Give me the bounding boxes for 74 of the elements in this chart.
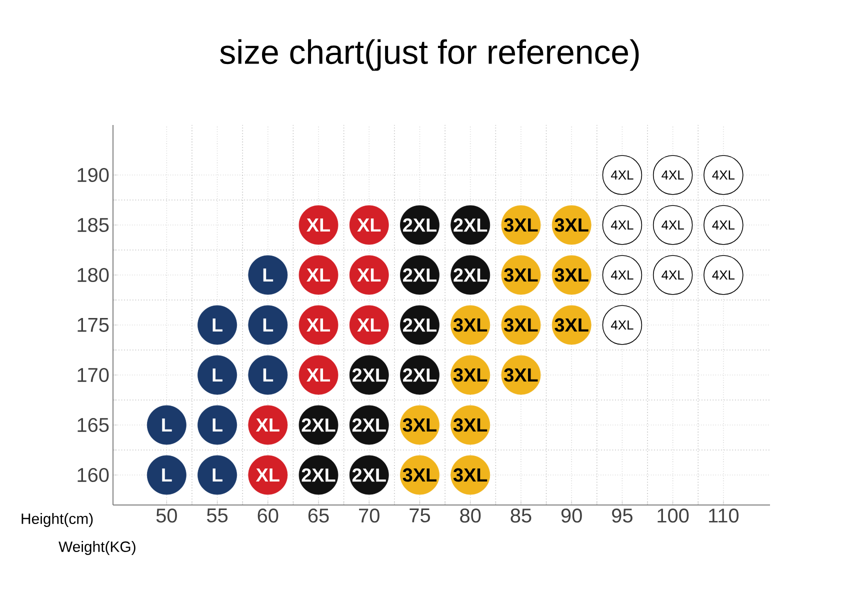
x-tick-label: 55 [206,508,228,522]
annotation: 2XL [454,268,488,282]
annotation: 3XL [554,268,588,282]
annotation: 2XL [403,268,436,282]
annotation: XL [357,268,381,282]
y-tick-label: 180 [78,268,109,282]
annotation: L [162,468,172,482]
annotation: L [263,368,274,382]
x-tick-label: 50 [156,508,177,523]
annotation: 3XL [504,268,538,282]
annotation: 4XL [712,220,735,230]
annotation: XL [306,318,330,332]
x-tick-label: 110 [709,508,739,523]
annotation: 2XL [352,468,386,482]
annotation: XL [256,468,280,482]
annotation: 4XL [610,220,634,230]
annotation: XL [256,418,280,432]
annotation: 2XL [403,318,436,332]
y-tick-label: 170 [78,368,109,382]
x-tick-label: 60 [258,508,278,523]
annotation: 4XL [662,170,684,180]
annotation: XL [357,218,381,232]
annotation: 2XL [302,418,336,432]
y-tick-label: 185 [78,218,109,232]
annotation: 4XL [610,320,634,330]
annotation: 2XL [403,368,436,382]
annotation: 3XL [453,418,488,432]
annotation: 4XL [662,270,684,280]
y-tick-label: 175 [78,318,109,332]
annotation: 2XL [352,368,386,382]
x-tick-label: 100 [658,508,689,523]
annotation: XL [306,218,330,232]
x-tick-label: 75 [410,508,430,522]
annotation: 3XL [453,468,488,482]
y-tick-label: 160 [78,468,109,482]
x-tick-label: 65 [308,508,329,523]
annotation: 3XL [402,418,436,432]
y-tick-label: 190 [78,168,109,182]
annotation: L [212,368,222,382]
annotation: 4XL [712,170,735,180]
annotation: L [212,468,222,482]
annotation: 4XL [662,220,684,230]
annotation: 3XL [402,468,436,482]
annotation: XL [306,368,330,382]
annotation: 4XL [712,270,735,280]
x-tick-label: 95 [612,508,632,523]
x-tick-label: 80 [460,508,481,523]
annotation: 3XL [453,318,488,332]
x-tick-label: 90 [561,508,582,523]
annotation: 2XL [454,218,488,232]
annotation: 3XL [554,318,588,332]
annotation: L [162,418,172,432]
annotation: 2XL [352,418,386,432]
chart-title: size chart(just for reference) [220,39,639,71]
annotation: L [263,318,274,332]
annotation: 3XL [504,368,538,382]
annotation: 4XL [610,170,634,180]
x-axis-title: Weight(KG) [58,541,136,555]
annotation: L [212,418,222,432]
annotation: 3XL [453,368,488,382]
annotation: XL [306,268,330,282]
annotation: 3XL [504,218,538,232]
annotation: L [212,318,222,332]
annotation: L [263,268,274,282]
y-tick-label: 165 [78,418,109,432]
annotation: 3XL [554,218,588,232]
annotation: 4XL [610,270,634,280]
annotation: 2XL [403,218,436,232]
annotation: 3XL [504,318,538,332]
x-tick-label: 85 [510,508,532,523]
y-axis-title: Height(cm) [22,513,93,527]
annotation: XL [357,318,381,332]
x-tick-label: 70 [359,508,380,523]
annotation: 2XL [302,468,336,482]
